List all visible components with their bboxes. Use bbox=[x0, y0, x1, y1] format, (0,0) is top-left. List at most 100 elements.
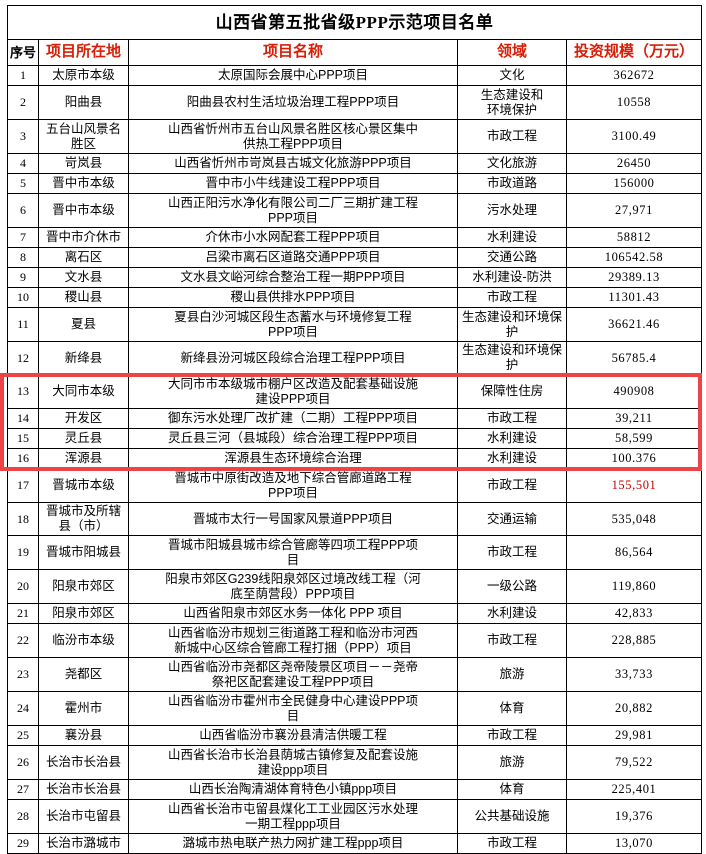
row-investment-amount: 86,564 bbox=[566, 535, 702, 570]
row-field: 文化 bbox=[457, 65, 567, 86]
table-row: 26 长治市长治县 山西省长治市长治县荫城古镇修复及配套设施 建设ppp项目 旅游 79,… bbox=[7, 745, 702, 780]
row-project-name: 阳曲县农村生活垃圾治理工程PPP项目 bbox=[128, 85, 458, 120]
table-row: 29 长治市潞城市 潞城市热电联产热力网扩建工程ppp项目 市政工程 13,070 bbox=[7, 833, 702, 854]
page-title: 山西省第五批省级PPP示范项目名单 bbox=[7, 5, 702, 40]
table-row: 17 晋城市本级 晋城市中原街改造及地下综合管廊道路工程 PPP项目 市政工程 155,5… bbox=[7, 468, 702, 503]
row-project-name: 晋城市阳城县城市综合管廊等四项工程PPP项目 bbox=[128, 535, 458, 570]
table-row: 13 大同市本级 大同市市本级城市棚户区改造及配套基础设施 建设PPP项目 保障性住房 4… bbox=[7, 374, 702, 409]
row-index: 12 bbox=[7, 341, 39, 375]
row-location: 临汾市本级 bbox=[38, 623, 129, 658]
row-project-name: 灵丘县三河（县城段）综合治理工程PPP项目 bbox=[128, 428, 458, 449]
row-investment-amount: 42,833 bbox=[566, 603, 702, 624]
row-field: 一级公路 bbox=[457, 569, 567, 604]
row-investment-amount: 39,211 bbox=[566, 408, 702, 429]
row-location: 开发区 bbox=[38, 408, 129, 429]
row-field: 市政工程 bbox=[457, 408, 567, 429]
row-project-name: 新绛县汾河城区段综合治理工程PPP项目 bbox=[128, 341, 458, 375]
table-row: 3 五台山风景名胜区 山西省忻州市五台山风景名胜区核心景区集中 供热工程PPP项目 市政… bbox=[7, 119, 702, 154]
row-index: 28 bbox=[7, 799, 39, 834]
row-index: 15 bbox=[7, 428, 39, 449]
table-row: 9 文水县 文水县文峪河综合整治工程一期PPP项目 水利建设-防洪 29389.13 bbox=[7, 267, 702, 288]
row-investment-amount: 56785.4 bbox=[566, 341, 702, 375]
row-location: 灵丘县 bbox=[38, 428, 129, 449]
table-row: 22 临汾市本级 山西省临汾市规划三街道路工程和临汾市河西 新城中心区综合管廊工程打捆… bbox=[7, 623, 702, 658]
table-row: 28 长治市屯留县 山西省长治市屯留县煤化工工业园区污水处理 一期工程ppp项目 公共基… bbox=[7, 799, 702, 834]
table-row: 21 阳泉市郊区 山西省阳泉市郊区水务一体化 PPP 项目 水利建设 42,833 bbox=[7, 603, 702, 624]
row-location: 离石区 bbox=[38, 247, 129, 268]
row-location: 晋中市本级 bbox=[38, 193, 129, 228]
row-project-name: 山西省临汾市规划三街道路工程和临汾市河西 新城中心区综合管廊工程打捆（PPP）项目 bbox=[128, 623, 458, 658]
row-index: 16 bbox=[7, 448, 39, 469]
row-index: 4 bbox=[7, 153, 39, 174]
table-header-row: 序号 项目所在地 项目名称 领域 投资规模（万元） bbox=[7, 39, 702, 66]
row-investment-amount: 79,522 bbox=[566, 745, 702, 780]
row-project-name: 潞城市热电联产热力网扩建工程ppp项目 bbox=[128, 833, 458, 854]
row-project-name: 大同市市本级城市棚户区改造及配套基础设施 建设PPP项目 bbox=[128, 374, 458, 409]
row-project-name: 御东污水处理厂改扩建（二期）工程PPP项目 bbox=[128, 408, 458, 429]
row-location: 阳泉市郊区 bbox=[38, 603, 129, 624]
table-row: 10 稷山县 稷山县供排水PPP项目 市政工程 11301.43 bbox=[7, 287, 702, 308]
row-index: 1 bbox=[7, 65, 39, 86]
column-header-idx: 序号 bbox=[7, 39, 39, 66]
row-index: 6 bbox=[7, 193, 39, 228]
row-location: 阳泉市郊区 bbox=[38, 569, 129, 604]
column-header-field: 领域 bbox=[457, 39, 567, 66]
row-location: 长治市屯留县 bbox=[38, 799, 129, 834]
row-field: 体育 bbox=[457, 779, 567, 800]
table-row: 1 太原市本级 太原国际会展中心PPP项目 文化 362672 bbox=[7, 65, 702, 86]
row-investment-amount: 156000 bbox=[566, 173, 702, 194]
row-index: 8 bbox=[7, 247, 39, 268]
row-investment-amount: 19,376 bbox=[566, 799, 702, 834]
row-investment-amount: 106542.58 bbox=[566, 247, 702, 268]
row-field: 生态建设和环境保护 bbox=[457, 307, 567, 342]
row-location: 岢岚县 bbox=[38, 153, 129, 174]
row-investment-amount: 33,733 bbox=[566, 657, 702, 692]
table-row: 27 长治市长治县 山西长治陶清湖体育特色小镇ppp项目 体育 225,401 bbox=[7, 779, 702, 800]
table-row: 16 浑源县 浑源县生态环境综合治理 水利建设 100.376 bbox=[7, 448, 702, 469]
row-investment-amount: 58812 bbox=[566, 227, 702, 248]
row-field: 水利建设 bbox=[457, 227, 567, 248]
row-project-name: 晋城市太行一号国家风景道PPP项目 bbox=[128, 502, 458, 536]
row-index: 9 bbox=[7, 267, 39, 288]
row-index: 26 bbox=[7, 745, 39, 780]
row-location: 阳曲县 bbox=[38, 85, 129, 120]
table-row: 23 尧都区 山西省临汾市尧都区尧帝陵景区项目－－尧帝 祭祀区配套建设工程PPP项目旅… bbox=[7, 657, 702, 692]
row-location: 新绛县 bbox=[38, 341, 129, 375]
row-investment-amount: 29,981 bbox=[566, 725, 702, 746]
table-row: 4 岢岚县 山西省忻州市岢岚县古城文化旅游PPP项目 文化旅游 26450 bbox=[7, 153, 702, 174]
row-investment-amount: 100.376 bbox=[566, 448, 702, 469]
row-location: 晋城市及所辖县（市） bbox=[38, 502, 129, 536]
row-index: 29 bbox=[7, 833, 39, 854]
row-investment-amount: 3100.49 bbox=[566, 119, 702, 154]
table-row: 18 晋城市及所辖县（市） 晋城市太行一号国家风景道PPP项目 交通运输 535,048 bbox=[7, 502, 702, 536]
row-investment-amount: 58,599 bbox=[566, 428, 702, 449]
row-investment-amount: 29389.13 bbox=[566, 267, 702, 288]
row-location: 浑源县 bbox=[38, 448, 129, 469]
row-index: 3 bbox=[7, 119, 39, 154]
row-index: 24 bbox=[7, 691, 39, 726]
row-location: 霍州市 bbox=[38, 691, 129, 726]
row-index: 23 bbox=[7, 657, 39, 692]
row-project-name: 太原国际会展中心PPP项目 bbox=[128, 65, 458, 86]
row-field: 旅游 bbox=[457, 745, 567, 780]
row-field: 体育 bbox=[457, 691, 567, 726]
row-index: 11 bbox=[7, 307, 39, 342]
row-field: 生态建设和环境保护 bbox=[457, 85, 567, 120]
row-project-name: 晋城市中原街改造及地下综合管廊道路工程 PPP项目 bbox=[128, 468, 458, 503]
row-field: 生态建设和环境保护 bbox=[457, 341, 567, 375]
row-field: 市政道路 bbox=[457, 173, 567, 194]
table-title-row: 山西省第五批省级PPP示范项目名单 bbox=[7, 5, 702, 40]
row-field: 水利建设 bbox=[457, 603, 567, 624]
row-investment-amount: 13,070 bbox=[566, 833, 702, 854]
row-project-name: 吕梁市离石区道路交通PPP项目 bbox=[128, 247, 458, 268]
row-project-name: 浑源县生态环境综合治理 bbox=[128, 448, 458, 469]
table-row: 8 离石区 吕梁市离石区道路交通PPP项目 交通公路 106542.58 bbox=[7, 247, 702, 268]
row-index: 20 bbox=[7, 569, 39, 604]
table-row: 12 新绛县 新绛县汾河城区段综合治理工程PPP项目 生态建设和环境保护 56785.4 bbox=[7, 341, 702, 375]
row-investment-amount: 155,501 bbox=[566, 468, 702, 503]
row-location: 晋城市本级 bbox=[38, 468, 129, 503]
table-row: 5 晋中市本级 晋中市小牛线建设工程PPP项目 市政道路 156000 bbox=[7, 173, 702, 194]
row-investment-amount: 225,401 bbox=[566, 779, 702, 800]
row-project-name: 山西省临汾市襄汾县清洁供暖工程 bbox=[128, 725, 458, 746]
row-field: 水利建设 bbox=[457, 428, 567, 449]
